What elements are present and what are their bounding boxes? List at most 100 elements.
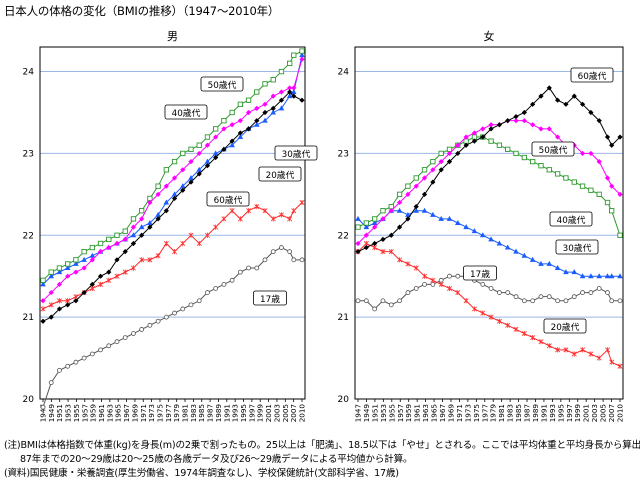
data-point	[538, 93, 544, 99]
data-point	[188, 179, 194, 185]
data-point	[188, 232, 194, 238]
data-point	[546, 343, 552, 349]
data-point	[171, 195, 178, 202]
data-point	[278, 212, 284, 218]
data-point	[196, 142, 202, 148]
data-point	[430, 179, 436, 185]
data-point	[588, 109, 594, 116]
x-tick-label: 1955	[387, 404, 396, 422]
x-tick-label: 1983	[506, 404, 515, 422]
series-label-age30s: 30歳代	[274, 145, 318, 161]
data-point	[106, 236, 112, 243]
data-point	[147, 199, 153, 206]
data-point	[471, 138, 478, 144]
label-text: 20歳代	[551, 321, 580, 333]
x-tick-label: 1969	[130, 404, 139, 423]
data-point	[430, 281, 436, 287]
data-point	[496, 122, 502, 128]
data-point	[388, 249, 394, 255]
data-point	[270, 105, 276, 111]
data-point	[48, 314, 54, 320]
x-tick-label: 1979	[172, 404, 181, 423]
data-point	[254, 118, 260, 124]
data-point	[262, 117, 268, 123]
data-point	[455, 150, 461, 157]
data-point	[371, 216, 378, 222]
data-point	[245, 126, 252, 132]
data-point	[580, 347, 586, 353]
data-point	[513, 326, 519, 333]
data-point	[596, 118, 602, 124]
data-point	[299, 257, 305, 263]
data-point	[163, 167, 169, 173]
data-point	[237, 118, 243, 124]
data-point	[438, 277, 444, 283]
label-box	[570, 67, 614, 83]
data-point	[89, 351, 95, 357]
data-point	[446, 215, 453, 221]
data-point	[89, 252, 96, 258]
data-point	[81, 289, 87, 296]
data-point	[563, 269, 569, 275]
data-point	[229, 109, 235, 116]
data-point	[40, 404, 46, 410]
data-point	[413, 175, 419, 181]
data-point	[122, 249, 128, 255]
x-tick-label: 1981	[497, 404, 506, 422]
data-point	[505, 290, 511, 295]
footnote-source: (資料)国民健康・栄養調査(厚生労働省、1974年調査なし)、学校保健統計(文部…	[4, 468, 399, 479]
data-point	[56, 281, 63, 287]
data-point	[588, 290, 594, 295]
data-point	[405, 191, 411, 197]
data-point	[604, 175, 611, 181]
data-point	[270, 93, 276, 99]
data-point	[505, 322, 511, 328]
series-age60s	[40, 89, 305, 324]
data-point	[355, 240, 361, 247]
data-point	[596, 273, 603, 279]
label-text: 17歳	[260, 293, 280, 305]
data-point	[447, 285, 452, 292]
data-point	[388, 208, 394, 214]
data-point	[81, 355, 87, 361]
data-point	[56, 269, 63, 275]
data-point	[372, 224, 378, 230]
data-point	[299, 199, 305, 206]
data-point	[122, 335, 128, 341]
x-tick-label: 1989	[531, 404, 540, 423]
data-point	[372, 240, 378, 247]
data-point	[496, 290, 502, 295]
data-point	[504, 244, 511, 250]
data-point	[130, 240, 137, 247]
data-point	[171, 175, 178, 181]
data-point	[179, 183, 186, 189]
data-point	[538, 163, 544, 169]
data-point	[355, 224, 361, 230]
data-point	[521, 109, 527, 116]
label-box	[274, 145, 318, 161]
data-point	[530, 101, 536, 107]
data-point	[471, 130, 478, 136]
data-point	[546, 167, 552, 173]
data-point	[246, 265, 251, 271]
data-point	[270, 109, 277, 115]
data-point	[479, 232, 486, 238]
x-tick-label: 1991	[539, 404, 548, 422]
data-point	[430, 277, 436, 283]
data-point	[605, 347, 611, 353]
data-point	[579, 183, 586, 189]
x-tick-label: 1999	[256, 404, 265, 423]
data-point	[463, 142, 469, 148]
y-tick-label: 20	[23, 395, 35, 405]
data-point	[463, 224, 469, 230]
data-point	[604, 273, 611, 279]
data-point	[471, 228, 478, 234]
data-point	[471, 306, 477, 312]
x-tick-label: 1983	[189, 404, 198, 422]
data-point	[106, 244, 112, 251]
data-point	[188, 146, 194, 152]
data-point	[245, 97, 252, 103]
x-tick-label: 1949	[47, 404, 56, 423]
x-tick-label: 1989	[214, 404, 223, 423]
data-point	[521, 118, 527, 124]
